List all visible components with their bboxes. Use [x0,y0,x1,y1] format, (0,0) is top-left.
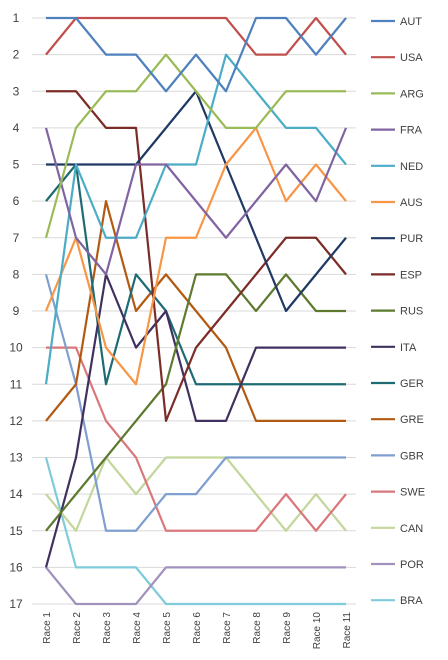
y-tick-label: 6 [13,194,20,208]
x-tick-label: Race 6 [192,612,203,644]
series-line-rus [45,273,346,532]
legend-label-ger: GER [400,378,424,390]
series-line-swe [46,346,347,532]
legend-label-aus: AUS [400,197,423,209]
x-tick-label: Race 10 [312,612,323,650]
x-tick-label: Race 2 [72,612,83,644]
y-tick-label: 8 [13,267,20,281]
legend-label-esp: ESP [400,269,422,281]
y-tick-label: 5 [13,158,20,172]
y-tick-label: 14 [9,487,23,501]
legend-label-por: POR [400,559,424,571]
legend-label-aut: AUT [400,16,422,28]
series-line-por [45,566,346,606]
series-line-usa [45,16,347,56]
series-line-ita [44,273,346,568]
y-tick-label: 11 [10,377,23,391]
y-tick-label: 10 [9,341,23,355]
y-tick-label: 1 [13,11,20,25]
y-tick-label: 9 [13,304,20,318]
series-line-gbr [44,274,346,532]
y-tick-label: 2 [13,48,20,62]
x-tick-label: Race 9 [282,612,293,644]
x-tick-label: Race 1 [42,612,53,644]
x-tick-label: Race 4 [132,612,143,644]
series-line-aut [46,16,347,93]
series-line-bra [44,457,346,606]
legend-label-fra: FRA [400,125,423,137]
legend-label-swe: SWE [400,487,425,499]
legend-label-bra: BRA [400,595,423,607]
series-line-aus [44,126,347,386]
legend-label-usa: USA [400,52,423,64]
legend-label-pur: PUR [400,233,423,245]
x-tick-label: Race 3 [102,612,113,644]
y-tick-label: 3 [13,84,20,98]
legend-label-arg: ARG [400,88,424,100]
legend-label-ned: NED [400,161,423,173]
y-tick-label: 16 [9,560,23,574]
series-line-fra [44,127,348,276]
y-tick-label: 17 [9,597,23,611]
series-line-esp [46,90,347,422]
y-tick-label: 7 [13,231,20,245]
legend-label-can: CAN [400,523,423,535]
y-tick-label: 15 [9,524,23,538]
legend-label-gre: GRE [400,414,424,426]
x-tick-label: Race 11 [342,612,353,649]
x-tick-label: Race 7 [222,612,233,644]
legend-label-ita: ITA [400,342,417,354]
series-line-arg [44,53,346,239]
y-tick-label: 12 [9,414,23,428]
legend: AUT USA ARG FRA NED AUS PUR ESP RUS ITA GER GRE GBR S… [371,16,425,607]
x-tick-label: Race 5 [162,612,173,644]
series-lines [44,16,348,606]
series-line-ned [44,53,347,385]
legend-label-rus: RUS [400,306,423,318]
x-tick-label: Race 8 [252,612,263,644]
x-axis-ticks: Race 1 Race 2 Race 3 Race 4 Race 5 Race 6 Race… [42,612,353,650]
y-tick-label: 4 [13,121,20,135]
y-tick-label: 13 [9,451,23,465]
legend-label-gbr: GBR [400,450,424,462]
